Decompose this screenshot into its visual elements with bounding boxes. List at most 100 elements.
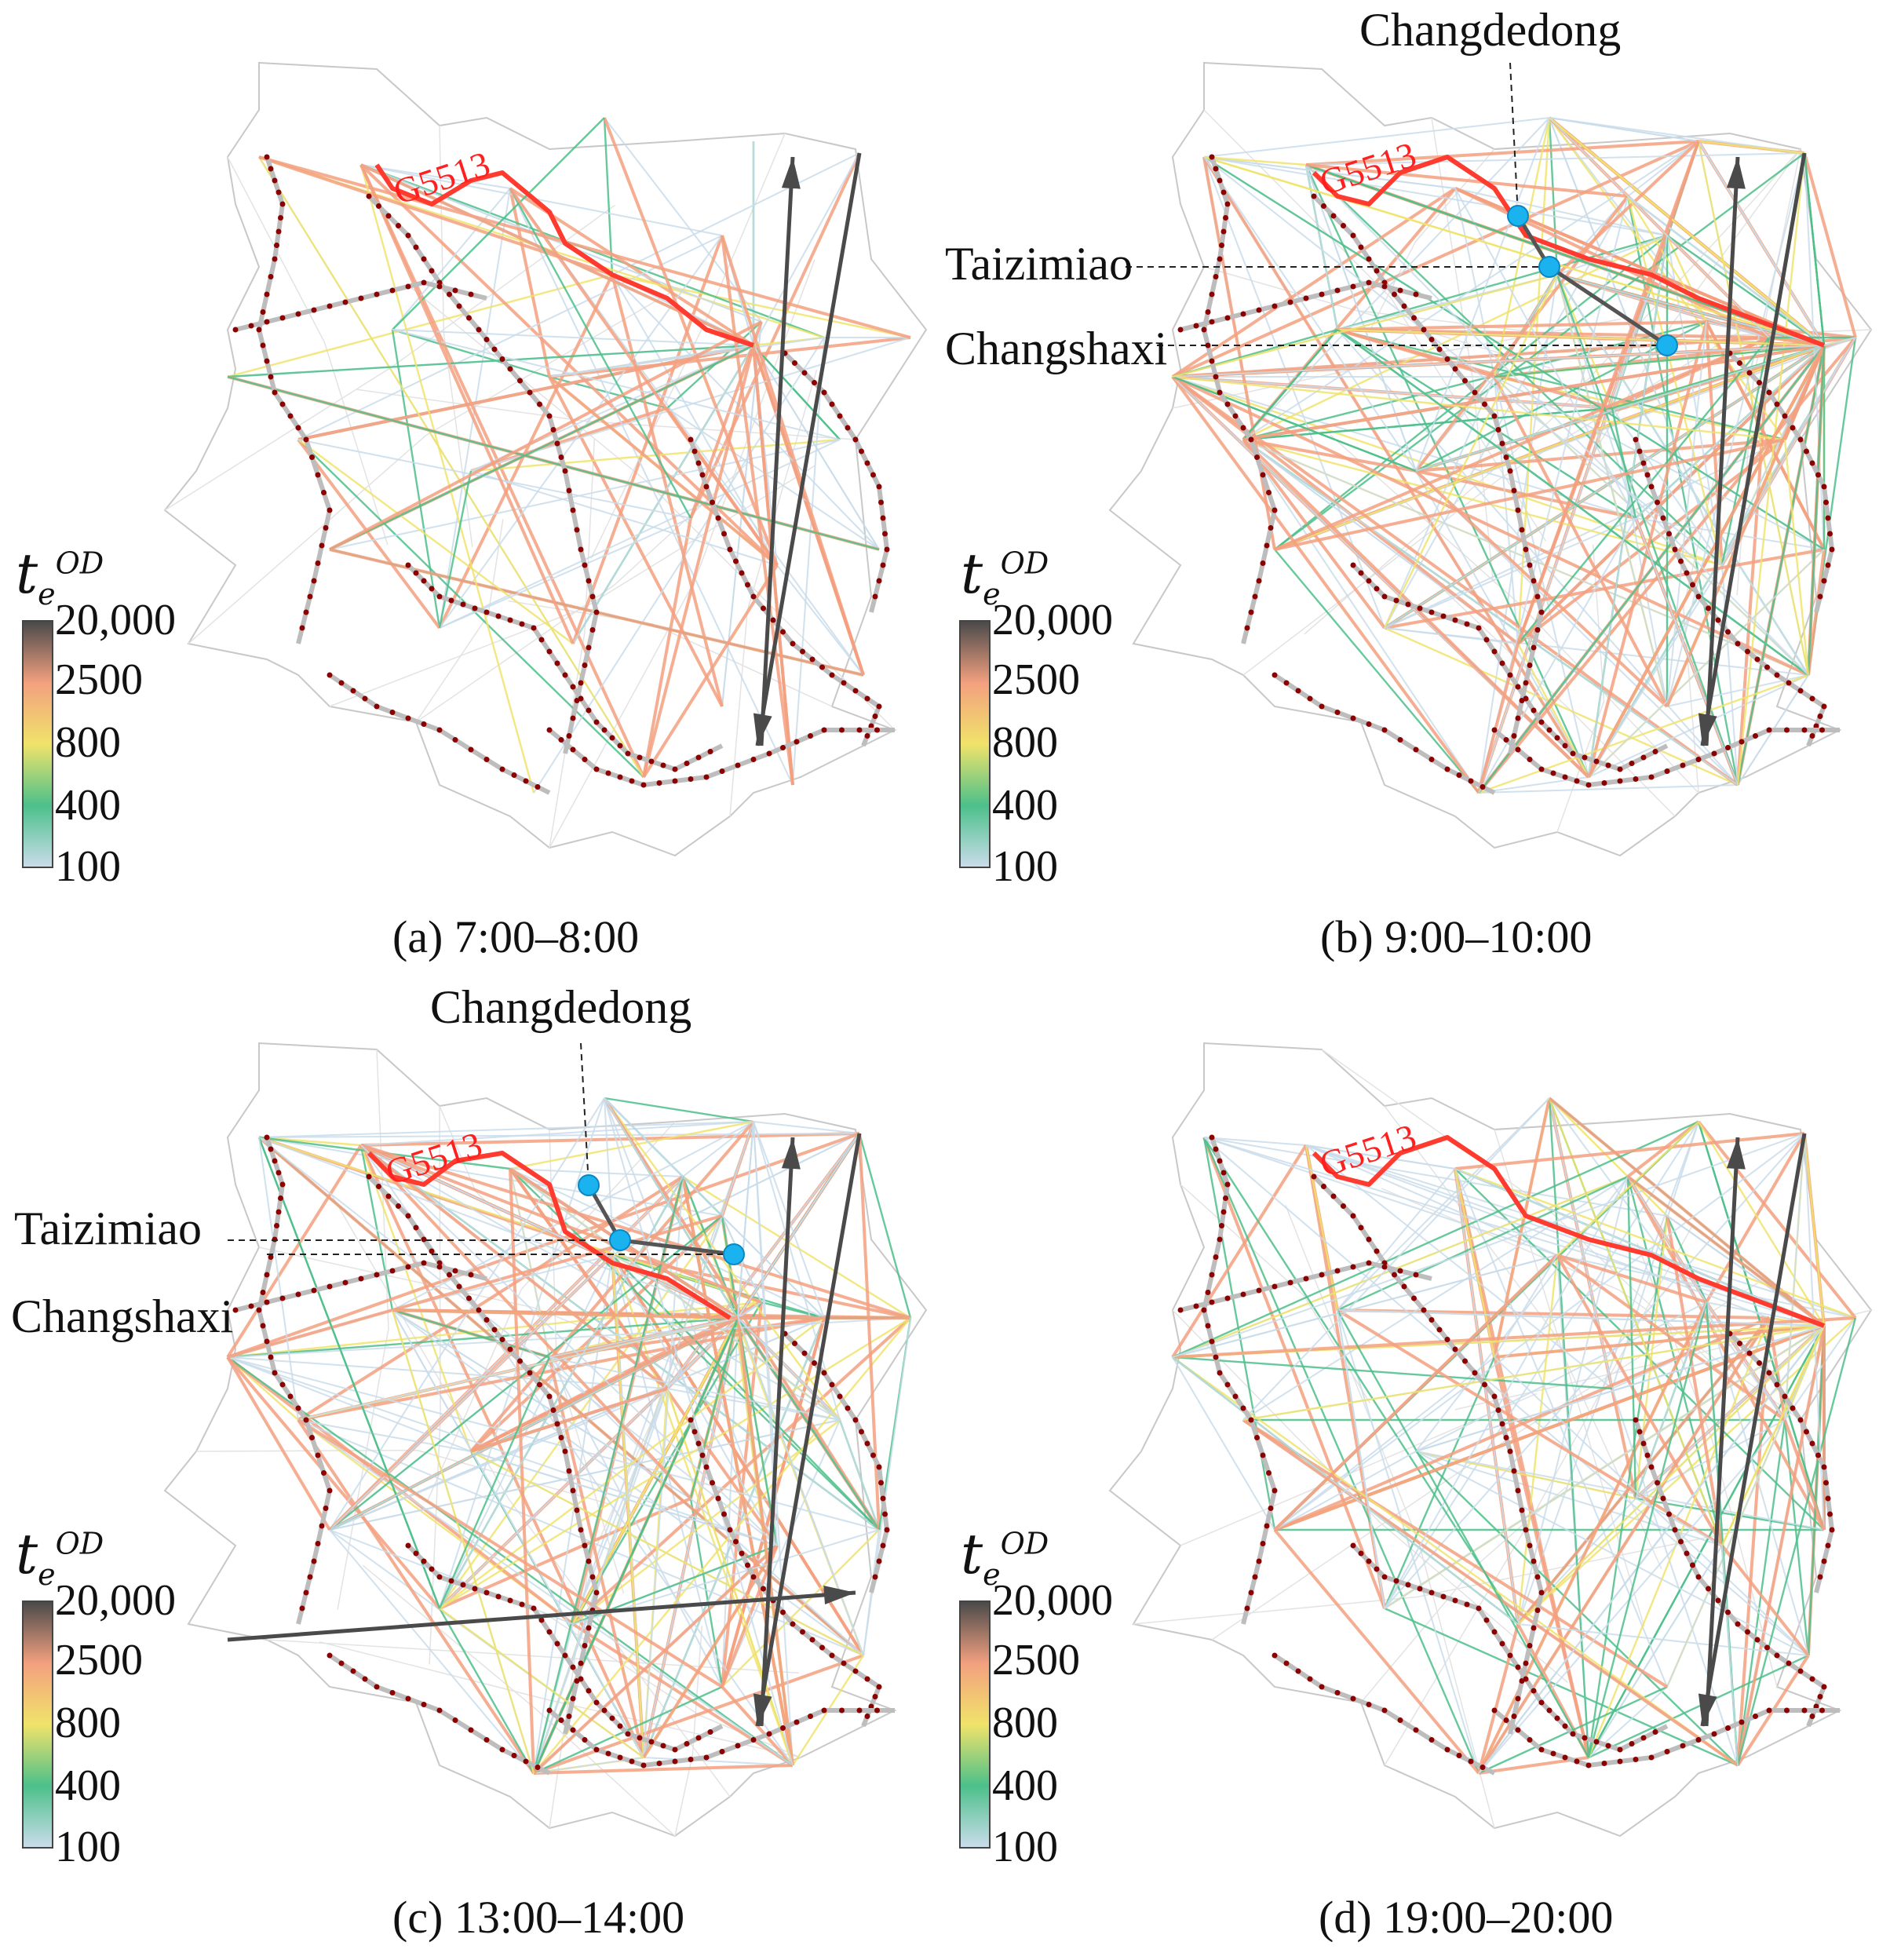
od-flow-line [1242,1418,1669,1688]
od-flow-line [1807,345,1826,676]
rail-dot [421,578,427,584]
rail-dot [1801,1707,1808,1714]
rail-dot [688,436,694,443]
rail-dot [507,1346,513,1352]
od-flow-line [1172,1356,1519,1625]
od-flow-line [297,1418,724,1688]
rail-dot [589,627,596,633]
od-flow-line [1556,1254,1786,1422]
rail-dot [699,1452,706,1458]
od-flow-line [1337,320,1707,331]
od-flow-line [360,1132,860,1147]
rail-dot [264,1134,270,1141]
od-flow-line [1697,141,1810,676]
legend-title: teOD [961,1522,1049,1592]
od-flow-line [1611,407,1637,519]
rail-dot [884,546,890,553]
rail-dot [864,460,870,466]
od-flow-line [1305,1144,1558,1256]
od-flow-line [1549,117,1805,154]
map-a [163,61,928,857]
rail-dot [1534,1608,1541,1613]
rail-dot [1790,425,1796,431]
od-flow-line [258,155,613,276]
rail-dot [342,299,348,305]
rail-dot [1350,232,1356,239]
tick-800: 800 [992,718,1058,767]
od-flow-line [1305,1144,1613,1389]
rail-dot [1436,1327,1443,1333]
rail-dot [582,1737,588,1743]
rail-dot [468,1727,474,1733]
rail-dot [268,166,274,172]
od-flow-line [1305,1144,1770,1319]
rail-dot [1825,515,1831,521]
rail-dot [1527,1737,1533,1743]
rail-dot [1735,1621,1741,1627]
rail-dot [447,1272,452,1278]
rail-dot [609,735,615,741]
rail-dot [745,1562,750,1568]
od-flow-line [737,1301,762,1319]
rail-dot [739,570,745,576]
od-flow-line [737,1317,841,1421]
rail-dot [593,1746,600,1753]
rail-dot [1684,1550,1690,1557]
rail-dot [874,1707,880,1714]
rail-dot [1531,578,1537,584]
rail-dot [1224,1295,1231,1301]
rail-dot [1774,401,1780,407]
rail-dot [1531,644,1537,651]
od-flow-line [360,164,723,236]
rail-dot [808,733,813,739]
rail-dot [1725,629,1731,635]
rail-dot [1678,558,1684,564]
rail-dot [1495,427,1501,433]
od-flow-line [1337,1097,1550,1311]
rail-dot [864,1676,870,1682]
rail-dot [1213,274,1219,279]
rail-dot [413,1225,419,1231]
rail-dot [1809,695,1815,702]
station-marker [723,1243,745,1265]
rail-dot [570,507,576,513]
rail-dot [1739,739,1745,745]
rail-dot [739,1550,745,1557]
rail-dot [1381,1707,1388,1714]
rail-dot [1829,1527,1835,1533]
tick-2500: 2500 [55,1636,143,1684]
rail-dot [1640,1440,1647,1447]
rail-dot [1217,1158,1223,1164]
rail-dot [1813,723,1819,729]
rail-dot [327,1652,333,1659]
rail-dot [323,1506,329,1511]
colorbar [22,1600,53,1849]
od-flow-line [1337,1309,1825,1327]
od-flow-line [360,1144,778,1546]
od-flow-line [1494,376,1825,550]
od-flow-line [737,1121,754,1319]
od-flow-line [666,407,880,550]
rail-dot [1821,1558,1827,1564]
rail-dot [872,714,878,719]
rail-dot [1766,1707,1772,1714]
od-flow-line [1203,155,1307,166]
rail-dot [1538,609,1545,615]
rail-dot [260,342,266,349]
rail-dot [327,1487,333,1494]
od-flow-line [258,1121,754,1138]
rail-dot [1786,1660,1792,1666]
od-flow-line [571,1316,912,1626]
rail-dot [366,193,372,199]
od-flow-line [533,1764,794,1775]
rail-dot [1531,1688,1537,1694]
rail-dot [1562,1754,1568,1761]
od-flow-line [1588,674,1809,778]
rail-dot [821,1370,827,1376]
od-flow-line [257,1137,441,1609]
rail-dot [808,1714,813,1719]
od-flow-line [439,1317,825,1609]
od-flow-line [666,1388,794,1766]
od-flow-line [257,156,645,778]
rail-dot [1531,707,1537,714]
